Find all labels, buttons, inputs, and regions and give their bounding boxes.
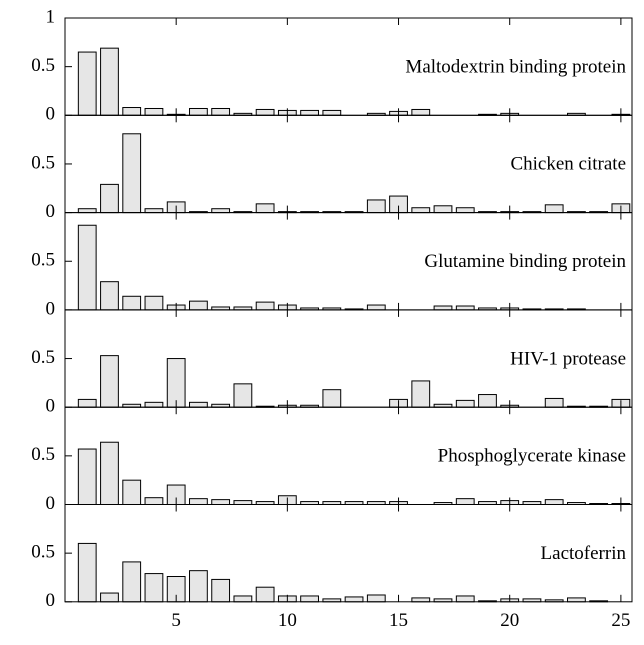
bar (77, 542, 97, 603)
bar (144, 401, 164, 408)
y-tick-label: 0.5 (31, 542, 55, 563)
x-tick-label: 15 (389, 610, 408, 631)
bar (411, 108, 431, 116)
bar (366, 199, 386, 214)
bar (455, 207, 475, 214)
y-tick-label: 0 (46, 396, 56, 417)
bar (122, 107, 142, 116)
panel-title: HIV-1 protease (510, 348, 626, 369)
bar (144, 573, 164, 603)
bar (233, 500, 253, 506)
bar (100, 592, 119, 603)
bar (322, 389, 342, 408)
bar (77, 51, 97, 116)
bar (411, 380, 431, 408)
bar (100, 47, 119, 116)
bar (77, 208, 97, 214)
bar (255, 108, 275, 116)
bar (211, 107, 231, 116)
bar (544, 499, 564, 506)
x-tick-label: 20 (500, 610, 519, 631)
bar (144, 208, 164, 214)
bar (233, 595, 253, 603)
panel-title: Phosphoglycerate kinase (438, 446, 626, 467)
bar (144, 497, 164, 505)
bar (455, 399, 475, 408)
bar (211, 578, 231, 603)
y-tick-label: 0.5 (31, 250, 55, 271)
bar (211, 499, 231, 506)
bar (455, 305, 475, 311)
bar (544, 204, 564, 214)
bar (567, 597, 586, 603)
y-tick-label: 0 (46, 493, 56, 514)
bar (122, 479, 142, 505)
panel-title: Lactoferrin (541, 543, 627, 564)
panel-title: Chicken citrate (510, 154, 626, 175)
y-tick-label: 0 (46, 104, 56, 125)
y-tick-label: 0 (46, 590, 56, 611)
y-tick-label: 0 (46, 298, 56, 319)
bar (100, 355, 119, 408)
y-tick-label: 0.5 (31, 152, 55, 173)
bar (189, 300, 208, 311)
bar (255, 586, 275, 603)
bar (300, 109, 319, 116)
bar (77, 398, 97, 408)
bar (233, 383, 253, 408)
bar (100, 441, 119, 505)
y-tick-label: 0.5 (31, 55, 55, 76)
bar (122, 295, 142, 311)
bar (189, 498, 208, 505)
bar (189, 570, 208, 603)
bar (144, 295, 164, 311)
bar (189, 401, 208, 408)
bar (100, 183, 119, 214)
y-tick-label: 0.5 (31, 444, 55, 465)
bar (322, 109, 342, 116)
bar (411, 207, 431, 214)
x-tick-label: 10 (278, 610, 297, 631)
bar (122, 561, 142, 603)
panel-title: Glutamine binding protein (424, 251, 626, 272)
bar (478, 394, 497, 408)
y-tick-label: 1 (46, 6, 56, 27)
bar (544, 397, 564, 408)
x-tick-label: 5 (171, 610, 181, 631)
bar (166, 358, 186, 408)
bar (455, 498, 475, 505)
x-tick-label: 25 (611, 610, 630, 631)
y-tick-label: 0.5 (31, 347, 55, 368)
bar (366, 594, 386, 603)
bar (411, 597, 431, 603)
y-tick-label: 0 (46, 201, 56, 222)
bar (300, 595, 319, 603)
bar (77, 224, 97, 311)
panel-title: Maltodextrin binding protein (405, 56, 626, 77)
bar (122, 133, 142, 214)
bar (100, 281, 119, 311)
bar (455, 595, 475, 603)
bar (366, 304, 386, 311)
bar (211, 208, 231, 214)
bar (144, 107, 164, 116)
bar (255, 203, 275, 214)
bar (344, 596, 364, 603)
bar (77, 448, 97, 505)
bar (433, 205, 453, 214)
bar (433, 305, 453, 311)
bar (255, 301, 275, 311)
bar (189, 107, 208, 116)
